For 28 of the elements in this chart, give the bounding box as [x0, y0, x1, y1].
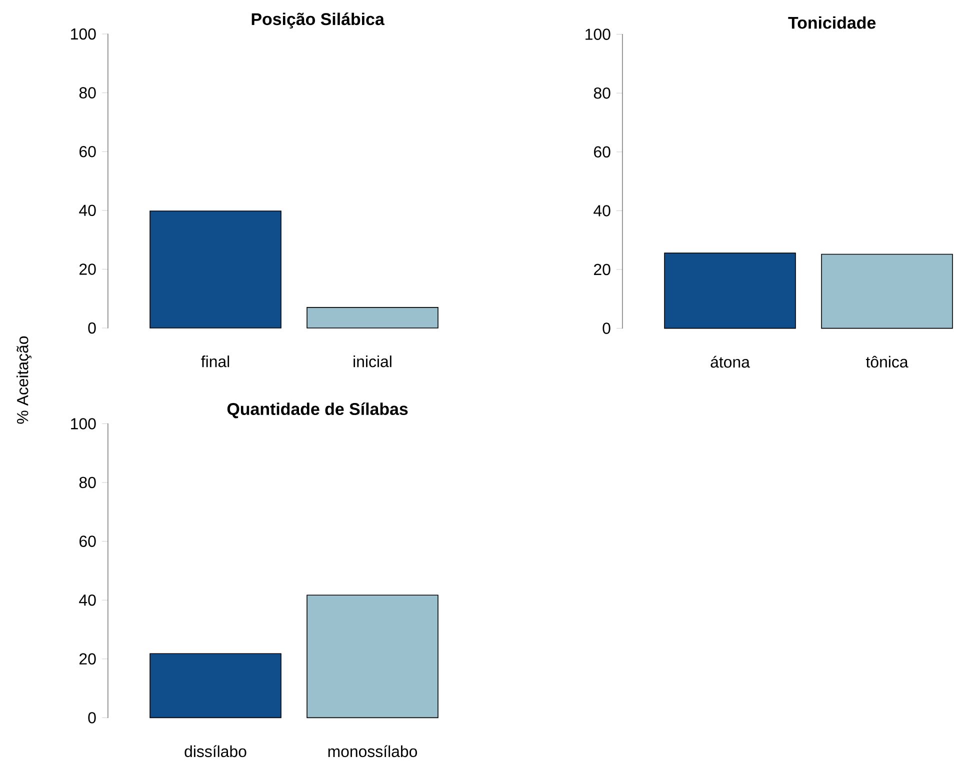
y-tick-label: 100 [71, 28, 96, 40]
y-tick-label: 40 [594, 205, 610, 216]
chart-title: Quantidade de Sílabas [227, 402, 408, 418]
y-tick-label: 100 [71, 418, 96, 430]
x-tick-label: inicial [354, 356, 392, 368]
y-tick-label: 0 [88, 712, 96, 724]
chart-title: Tonicidade [788, 16, 876, 29]
y-tick-label: 20 [80, 264, 96, 275]
y-tick-label: 0 [602, 322, 610, 334]
chart-title: Posição Silábica [252, 12, 384, 28]
y-tick-label: 100 [586, 28, 610, 40]
y-tick-label: 80 [79, 87, 96, 98]
y-tick-label: 40 [79, 204, 96, 216]
y-tick-label: 0 [88, 322, 96, 334]
y-tick-label: 20 [594, 264, 610, 276]
x-tick-label: final [201, 356, 230, 368]
y-tick-label: 80 [594, 87, 610, 99]
y-tick-label: 60 [80, 536, 96, 547]
y-tick-label: 60 [80, 146, 96, 158]
x-tick-label: dissílabo [184, 745, 246, 758]
x-tick-label: monossílabo [328, 745, 418, 758]
x-tick-label: tônica [866, 356, 908, 368]
y-tick-label: 20 [80, 653, 96, 665]
y-axis-title: % Aceitação [16, 336, 32, 424]
x-tick-label: átona [710, 356, 750, 368]
y-tick-label: 80 [79, 476, 96, 488]
y-tick-label: 40 [79, 594, 96, 606]
y-tick-label: 60 [594, 146, 610, 158]
